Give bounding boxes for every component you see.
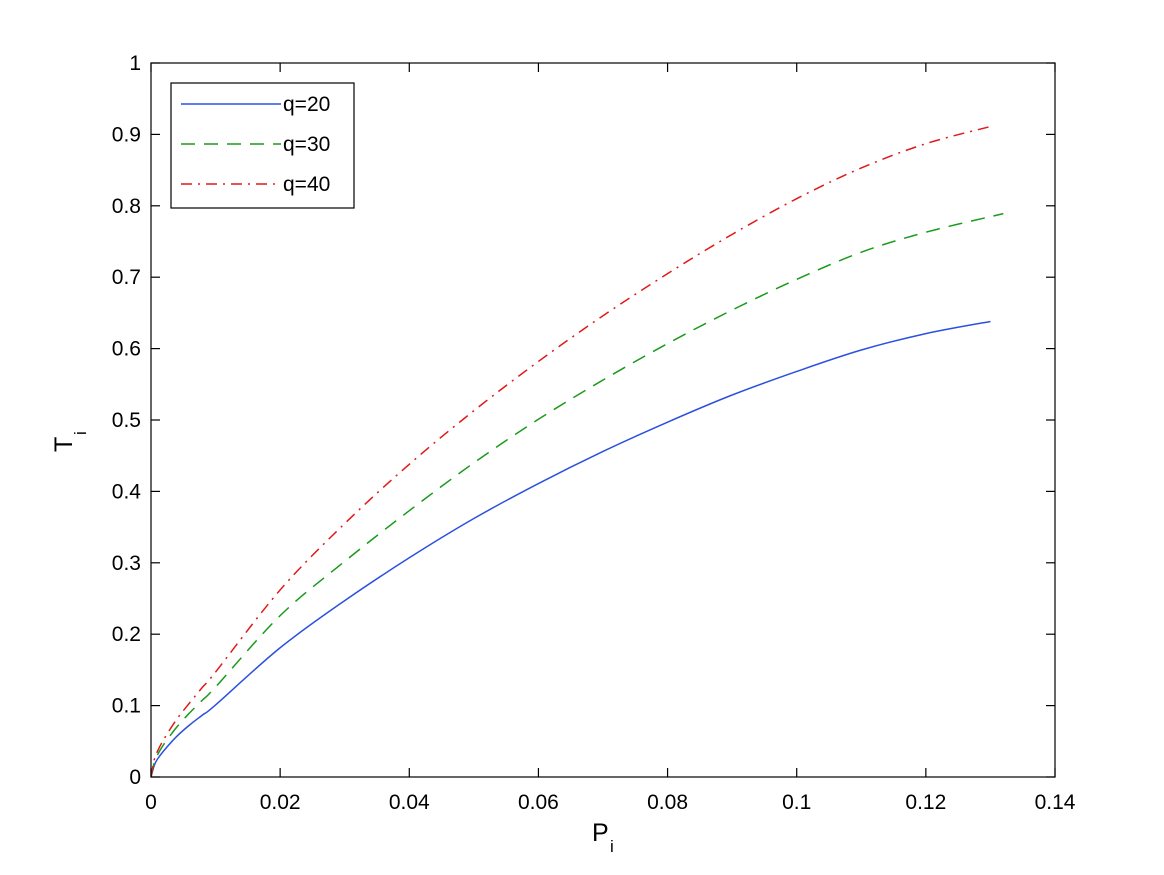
x-axis-label-sub: i xyxy=(610,837,614,856)
y-axis-label-sub: i xyxy=(71,431,90,435)
y-tick-label: 0.1 xyxy=(112,695,141,718)
legend-label-q-30: q=30 xyxy=(283,133,330,156)
y-tick-label: 0.4 xyxy=(112,480,142,503)
x-tick-label: 0.12 xyxy=(905,791,946,814)
series-layer xyxy=(151,125,1004,777)
x-tick-label: 0 xyxy=(145,791,157,814)
series-line-q-30 xyxy=(151,212,1004,777)
x-tick-label: 0.14 xyxy=(1035,791,1076,814)
legend-label-q-20: q=20 xyxy=(283,93,330,116)
x-axis-label-main: P xyxy=(592,819,609,847)
legend-label-q-40: q=40 xyxy=(283,173,330,196)
y-axis-label: Ti xyxy=(50,431,90,452)
legend: q=20 q=30 q=40 xyxy=(170,82,355,209)
x-tick-label: 0.1 xyxy=(782,791,811,814)
series-line-q-40 xyxy=(151,125,991,777)
labels-layer: 0 0.02 0.04 0.06 0.08 0.1 0.12 0.14 0 0.1 0.2 0.3 0.… xyxy=(50,52,1076,856)
y-tick-label: 0.7 xyxy=(112,266,141,289)
y-tick-label: 0.5 xyxy=(112,409,141,432)
y-tick-label: 0.9 xyxy=(112,123,141,146)
y-tick-label: 0.6 xyxy=(112,338,141,361)
x-tick-label: 0.08 xyxy=(647,791,688,814)
y-tick-label: 0.3 xyxy=(112,552,141,575)
x-tick-label: 0.04 xyxy=(389,791,430,814)
y-tick-label: 0.2 xyxy=(112,623,141,646)
axes-layer xyxy=(150,62,1056,778)
x-tick-label: 0.06 xyxy=(518,791,559,814)
y-tick-label: 0 xyxy=(129,766,141,789)
y-tick-label: 0.8 xyxy=(112,195,141,218)
x-tick-label: 0.02 xyxy=(260,791,301,814)
y-axis-label-main: T xyxy=(50,437,78,452)
series-line-q-20 xyxy=(151,320,991,777)
y-tick-label: 1 xyxy=(129,52,141,75)
